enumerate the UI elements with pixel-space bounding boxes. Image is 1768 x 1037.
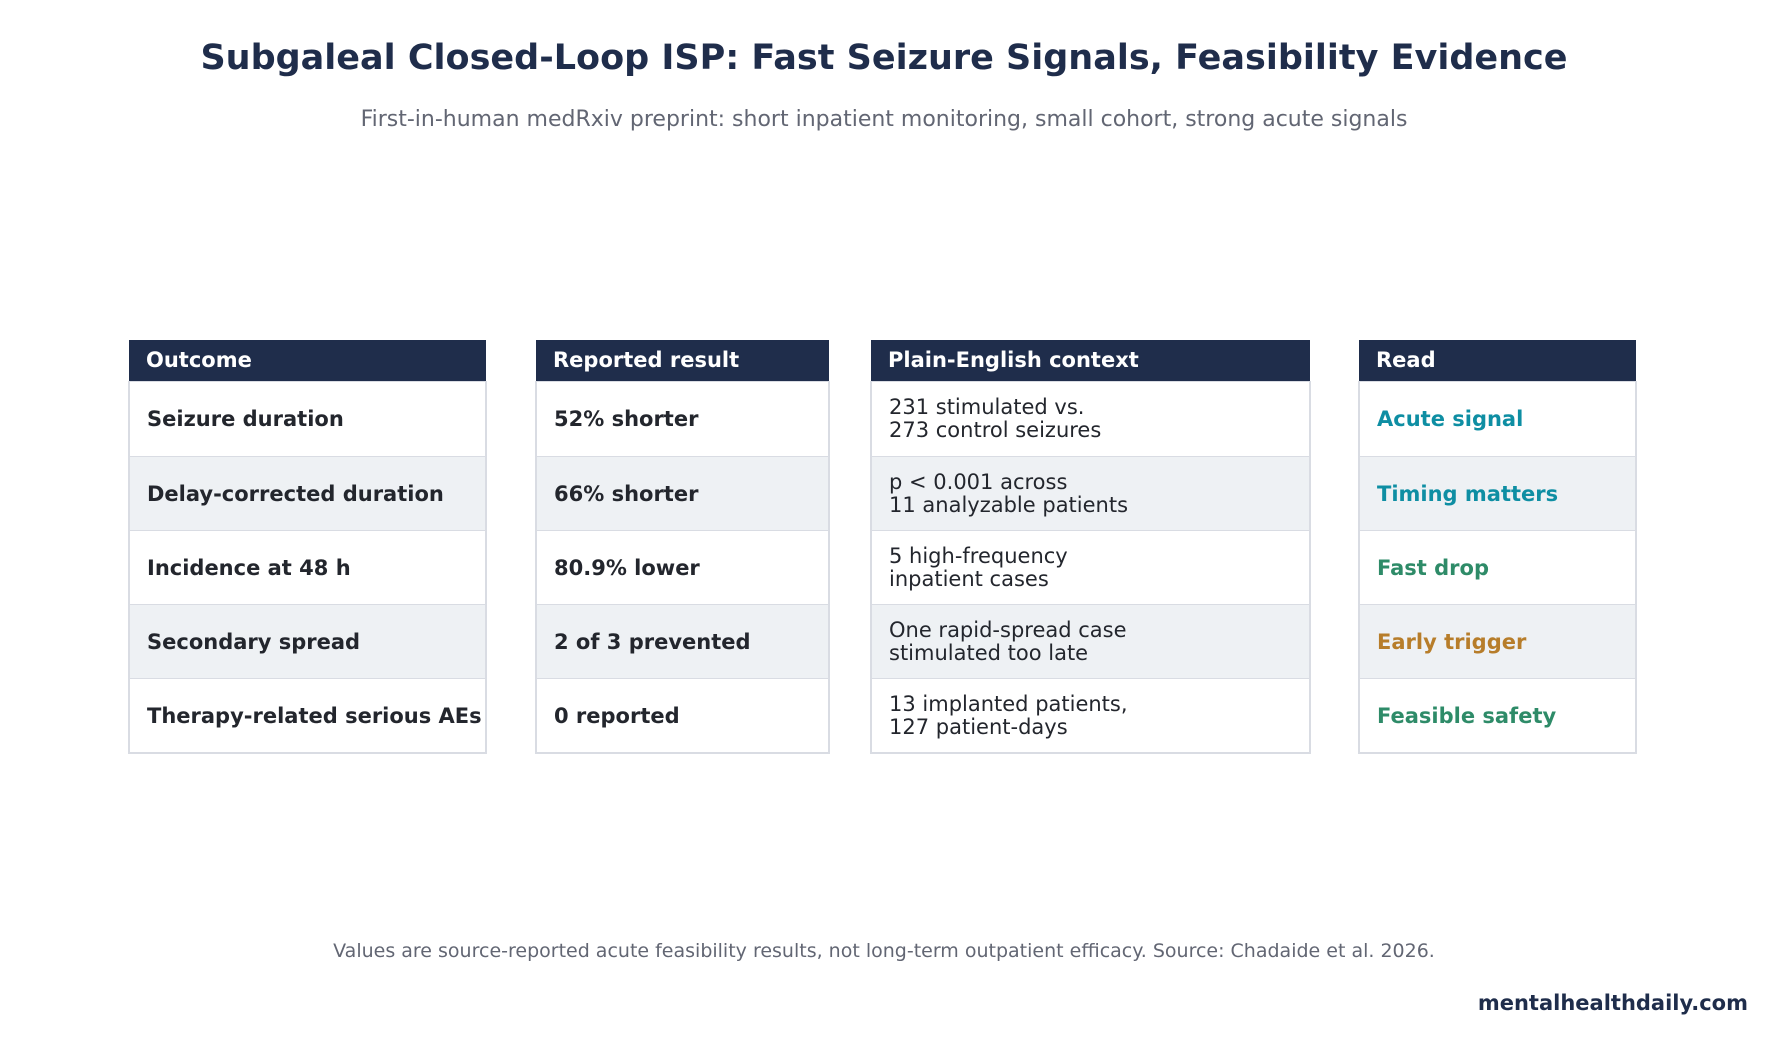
context-cell: One rapid-spread case stimulated too lat… [872, 604, 1309, 678]
read-cell: Timing matters [1360, 456, 1635, 530]
context-line: 231 stimulated vs. [889, 395, 1085, 419]
page-title: Subgaleal Closed-Loop ISP: Fast Seizure … [200, 38, 1568, 78]
column-header-outcome: Outcome [129, 340, 486, 381]
context-cell: p < 0.001 across 11 analyzable patients [872, 456, 1309, 530]
result-cell: 0 reported [537, 678, 828, 752]
result-column: Reported result 52% shorter 66% shorter … [535, 340, 830, 754]
read-cell: Acute signal [1360, 382, 1635, 456]
outcome-cell: Seizure duration [130, 382, 485, 456]
context-line: 13 implanted patients, [889, 691, 1128, 716]
outcome-cell: Incidence at 48 h [130, 530, 485, 604]
outcome-cell: Secondary spread [130, 604, 485, 678]
read-cell: Feasible safety [1360, 678, 1635, 752]
context-line: 11 analyzable patients [889, 492, 1129, 517]
result-cell: 52% shorter [537, 382, 828, 456]
outcome-column: Outcome Seizure duration Delay-corrected… [128, 340, 487, 754]
read-cell: Fast drop [1360, 530, 1635, 604]
context-line: 127 patient-days [889, 714, 1068, 739]
context-line: p < 0.001 across [889, 469, 1068, 494]
result-cell: 66% shorter [537, 456, 828, 530]
context-cell: 5 high-frequency inpatient cases [872, 530, 1309, 604]
context-line: 5 high-frequency [889, 543, 1068, 568]
context-line: inpatient cases [889, 566, 1049, 591]
column-header-result: Reported result [536, 340, 829, 381]
outcome-cell: Therapy-related serious AEs [130, 678, 485, 752]
brand-label: mentalhealthdaily.com [1477, 991, 1748, 1015]
result-cell: 80.9% lower [537, 530, 828, 604]
context-column: Plain-English context 231 stimulated vs.… [870, 340, 1311, 754]
outcome-cell: Delay-corrected duration [130, 456, 485, 530]
context-line: 273 control seizures [889, 418, 1102, 442]
context-line: One rapid-spread case [889, 617, 1127, 642]
context-cell: 13 implanted patients, 127 patient-days [872, 678, 1309, 752]
result-cell: 2 of 3 prevented [537, 604, 828, 678]
context-line: stimulated too late [889, 640, 1089, 665]
context-cell: 231 stimulated vs. 273 control seizures [872, 382, 1309, 456]
footnote: Values are source-reported acute feasibi… [333, 940, 1435, 962]
read-column: Read Acute signal Timing matters Fast dr… [1358, 340, 1637, 754]
column-header-context: Plain-English context [871, 340, 1310, 381]
page-subtitle: First-in-human medRxiv preprint: short i… [360, 107, 1408, 132]
read-cell: Early trigger [1360, 604, 1635, 678]
column-header-read: Read [1359, 340, 1636, 381]
